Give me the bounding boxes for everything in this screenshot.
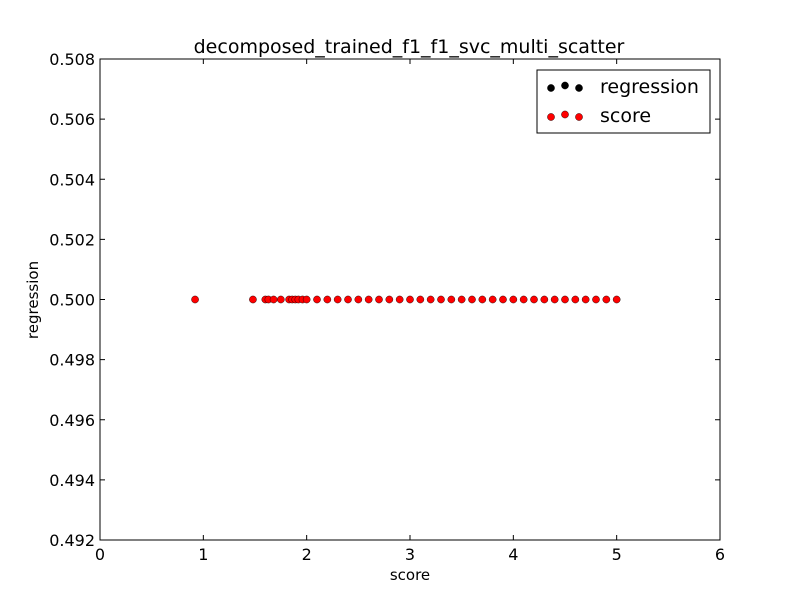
data-point-score (313, 295, 321, 304)
data-point-score (468, 295, 476, 304)
data-point-score (602, 295, 611, 304)
y-tick-label: 0.504 (49, 170, 95, 189)
x-tick-label: 2 (302, 545, 312, 564)
legend-box (536, 69, 711, 134)
data-point-score (509, 295, 518, 304)
x-axis-label: score (390, 566, 430, 584)
data-point-score (426, 295, 435, 304)
x-tick-label: 3 (405, 545, 415, 564)
y-tick-label: 0.506 (49, 110, 95, 129)
data-point-score (406, 295, 414, 304)
y-tick-label: 0.492 (49, 531, 95, 550)
y-axis-ticks: 0.492 0.494 0.496 0.498 0.500 0.502 0.504 0.506… (49, 50, 720, 550)
data-point-score (581, 295, 590, 304)
data-point-score (488, 295, 497, 304)
data-point-score (561, 295, 569, 304)
y-tick-label: 0.494 (49, 471, 95, 490)
data-point-score (385, 295, 394, 304)
chart-title: decomposed_trained_f1_f1_svc_multi_scatt… (194, 36, 625, 58)
legend-marker-regression (561, 81, 569, 90)
y-tick-label: 0.508 (49, 50, 95, 69)
legend: regression score (536, 69, 711, 134)
data-point-score (364, 295, 373, 304)
data-point-score (519, 295, 528, 304)
x-tick-label: 5 (612, 545, 622, 564)
data-point-score (302, 295, 311, 304)
data-point-score (571, 295, 580, 304)
data-point-score (277, 295, 285, 304)
data-point-score (592, 295, 600, 304)
legend-marker-score (547, 113, 555, 121)
y-tick-label: 0.502 (49, 230, 95, 249)
data-point-score (447, 295, 456, 304)
data-point-score (499, 295, 507, 304)
data-point-score (375, 295, 383, 304)
x-tick-label: 4 (508, 545, 518, 564)
data-point-score (249, 295, 257, 304)
x-tick-label: 1 (198, 545, 208, 564)
y-tick-label: 0.498 (49, 351, 95, 370)
y-tick-label: 0.496 (49, 411, 95, 430)
legend-marker-regression (547, 84, 555, 92)
data-point-score (457, 295, 466, 304)
data-point-score (269, 295, 278, 304)
x-tick-label: 6 (715, 545, 725, 564)
data-point-score (437, 295, 445, 304)
y-axis-label: regression (24, 261, 42, 339)
legend-marker-regression (575, 84, 583, 92)
data-point-score (191, 295, 199, 304)
data-points (191, 295, 621, 304)
data-point-score (530, 295, 538, 304)
data-point-score (612, 295, 621, 304)
data-point-score (323, 295, 332, 304)
data-point-score (395, 295, 404, 304)
data-point-score (416, 295, 425, 304)
data-point-score (540, 295, 549, 304)
legend-label-regression: regression (600, 76, 699, 98)
data-point-score (344, 295, 352, 304)
y-tick-label: 0.500 (49, 291, 95, 310)
data-point-score (550, 295, 559, 304)
legend-marker-score (561, 110, 569, 119)
legend-marker-score (575, 113, 583, 121)
x-axis-ticks: 0 1 2 3 4 5 6 (95, 59, 725, 564)
data-point-score (354, 295, 363, 304)
legend-entries: regression score (547, 76, 699, 127)
x-tick-label: 0 (95, 545, 105, 564)
data-point-score (478, 295, 487, 304)
legend-label-score: score (600, 105, 651, 127)
data-point-score (333, 295, 342, 304)
